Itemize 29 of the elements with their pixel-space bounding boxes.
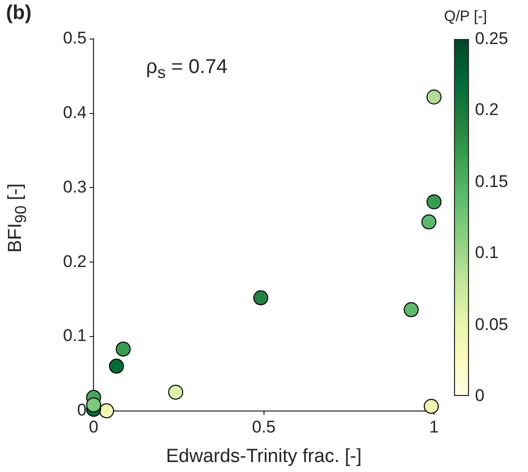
color-bar-label: 0.05 — [475, 314, 508, 335]
color-bar-label: 0.2 — [475, 100, 499, 120]
x-axis-title: Edwards-Trinity frac. [-] — [166, 446, 362, 467]
x-tick-label: 1 — [429, 418, 439, 437]
y-tick-label: 0.2 — [62, 252, 87, 271]
color-bar-label: 0.25 — [475, 29, 508, 49]
y-tick-label: 0 — [77, 400, 87, 420]
color-bar-label: 0 — [475, 386, 484, 406]
point — [421, 214, 436, 230]
point — [426, 90, 442, 104]
color-bar-title: Q/P [-] — [444, 8, 488, 25]
point — [168, 384, 184, 400]
point — [116, 342, 131, 357]
color-bar-label: 0.15 — [475, 172, 508, 192]
y-tick-label: 0.4 — [62, 103, 87, 122]
point — [108, 358, 124, 374]
color-bar-label: 0.1 — [475, 243, 499, 264]
point — [253, 290, 268, 306]
chart-title: (b) — [6, 2, 32, 25]
y-tick-label: 0.1 — [62, 326, 87, 346]
point — [404, 302, 419, 318]
point — [86, 397, 102, 412]
y-tick-label: 0.5 — [62, 28, 87, 48]
y-tick-label: 0.3 — [62, 177, 87, 196]
point — [99, 403, 114, 418]
x-tick-label: 0.5 — [252, 418, 276, 437]
point — [426, 194, 442, 210]
point — [424, 398, 439, 414]
annotation: ρ$_{s}$ = 0.74 — [146, 56, 228, 83]
